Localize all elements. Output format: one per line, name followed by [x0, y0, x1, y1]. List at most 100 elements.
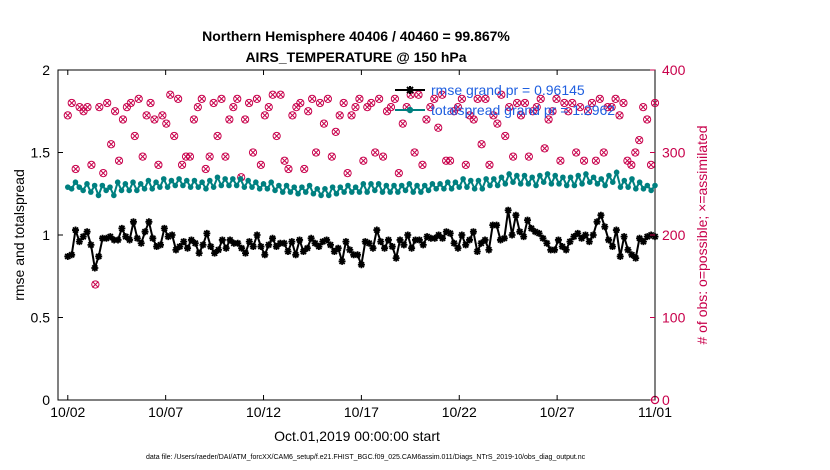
obs-assimilated-point	[72, 165, 80, 173]
obs-possible-point	[501, 131, 510, 141]
obs-possible-point	[552, 94, 561, 103]
rmse-point	[330, 248, 338, 255]
totalspread-point	[214, 174, 221, 181]
obs-possible-point	[619, 98, 628, 108]
totalspread-point	[157, 184, 163, 190]
obs-possible-point	[394, 169, 403, 178]
obs-assimilated-point	[647, 161, 655, 169]
obs-assimilated-point	[194, 103, 202, 111]
rmse-point	[265, 241, 273, 249]
obs-possible-point	[158, 111, 167, 120]
rmse-point	[520, 233, 528, 241]
obs-possible-point	[386, 103, 396, 112]
totalspread-point	[203, 186, 209, 192]
rmse-point	[160, 224, 168, 232]
obs-assimilated-point	[494, 120, 501, 127]
obs-assimilated-point	[411, 149, 418, 156]
obs-assimilated-point	[289, 112, 296, 119]
obs-assimilated-point	[107, 140, 115, 148]
obs-possible-point	[284, 164, 293, 174]
obs-possible-point	[244, 98, 254, 108]
totalspread-point	[372, 187, 378, 194]
obs-assimilated-point	[639, 103, 647, 111]
totalspread-point	[310, 190, 317, 197]
totalspread-point	[260, 181, 267, 187]
totalspread-point	[314, 186, 321, 192]
rmse-point	[639, 238, 647, 246]
y-tick-label-right-3: 300	[662, 145, 686, 161]
y-tick-label-right-1: 100	[662, 310, 686, 326]
obs-possible-point	[544, 115, 553, 124]
rmse-point	[446, 229, 454, 237]
totalspread-point	[149, 186, 156, 192]
obs-possible-point	[367, 98, 376, 108]
obs-possible-point	[473, 94, 482, 103]
obs-assimilated-point	[391, 95, 399, 103]
obs-assimilated-point	[92, 281, 99, 288]
obs-possible-point	[241, 115, 250, 124]
totalspread-point	[517, 181, 524, 187]
obs-possible-point	[95, 103, 104, 112]
obs-possible-point	[331, 127, 340, 136]
totalspread-point	[364, 189, 370, 195]
rmse-point	[605, 236, 613, 244]
totalspread-point	[241, 184, 248, 190]
obs-assimilated-point	[360, 157, 367, 165]
totalspread-point	[206, 177, 213, 184]
obs-possible-point	[126, 98, 135, 108]
rmse-point	[145, 218, 153, 226]
totalspread-point	[302, 189, 309, 195]
obs-assimilated-point	[427, 103, 434, 111]
obs-assimilated-point	[549, 107, 556, 115]
obs-assimilated-point	[399, 120, 407, 127]
obs-possible-point	[63, 111, 72, 120]
obs-assimilated-point	[486, 161, 493, 169]
rmse-point	[307, 234, 315, 242]
obs-assimilated-point	[505, 103, 513, 111]
rmse-point	[253, 231, 261, 239]
totalspread-point	[537, 172, 543, 179]
chart-title-line2: AIRS_TEMPERATURE @ 150 hPa	[245, 49, 466, 65]
rmse-point	[493, 221, 501, 229]
totalspread-point	[529, 174, 535, 181]
obs-possible-point	[351, 103, 360, 112]
rmse-point	[392, 254, 400, 262]
obs-assimilated-point	[257, 161, 265, 169]
totalspread-point	[548, 181, 555, 187]
obs-possible-point	[142, 111, 151, 120]
x-tick-label-2: 10/12	[246, 404, 281, 420]
obs-assimilated-point	[95, 103, 103, 111]
obs-assimilated-point	[265, 103, 273, 111]
obs-possible-point	[371, 148, 380, 157]
totalspread-point	[494, 182, 501, 189]
y-axis-label-left: rmse and totalspread	[11, 169, 27, 301]
obs-assimilated-point	[564, 107, 572, 115]
obs-assimilated-point	[159, 112, 166, 119]
obs-assimilated-point	[367, 99, 375, 107]
obs-assimilated-point	[99, 169, 107, 177]
obs-possible-point	[548, 107, 557, 116]
obs-assimilated-point	[616, 112, 623, 119]
totalspread-point	[464, 184, 470, 190]
obs-possible-point	[576, 103, 585, 112]
totalspread-point	[617, 184, 624, 190]
obs-possible-point	[319, 119, 329, 128]
totalspread-point	[583, 171, 589, 177]
totalspread-point	[345, 182, 351, 189]
obs-assimilated-point	[127, 99, 135, 107]
totalspread-point	[433, 186, 440, 192]
totalspread-point	[456, 184, 463, 190]
rmse-point	[195, 249, 203, 257]
rmse-point	[473, 248, 481, 255]
totalspread-point	[176, 176, 182, 182]
rmse-point	[535, 229, 543, 237]
obs-assimilated-point	[584, 107, 592, 115]
obs-assimilated-point	[561, 99, 568, 107]
rmse-point	[222, 244, 230, 252]
obs-assimilated-point	[517, 112, 525, 119]
obs-possible-point	[631, 148, 640, 157]
totalspread-point	[563, 182, 570, 189]
y-tick-label-left-3: 1.5	[31, 145, 51, 161]
obs-assimilated-point	[190, 116, 198, 123]
obs-assimilated-point	[478, 140, 485, 148]
